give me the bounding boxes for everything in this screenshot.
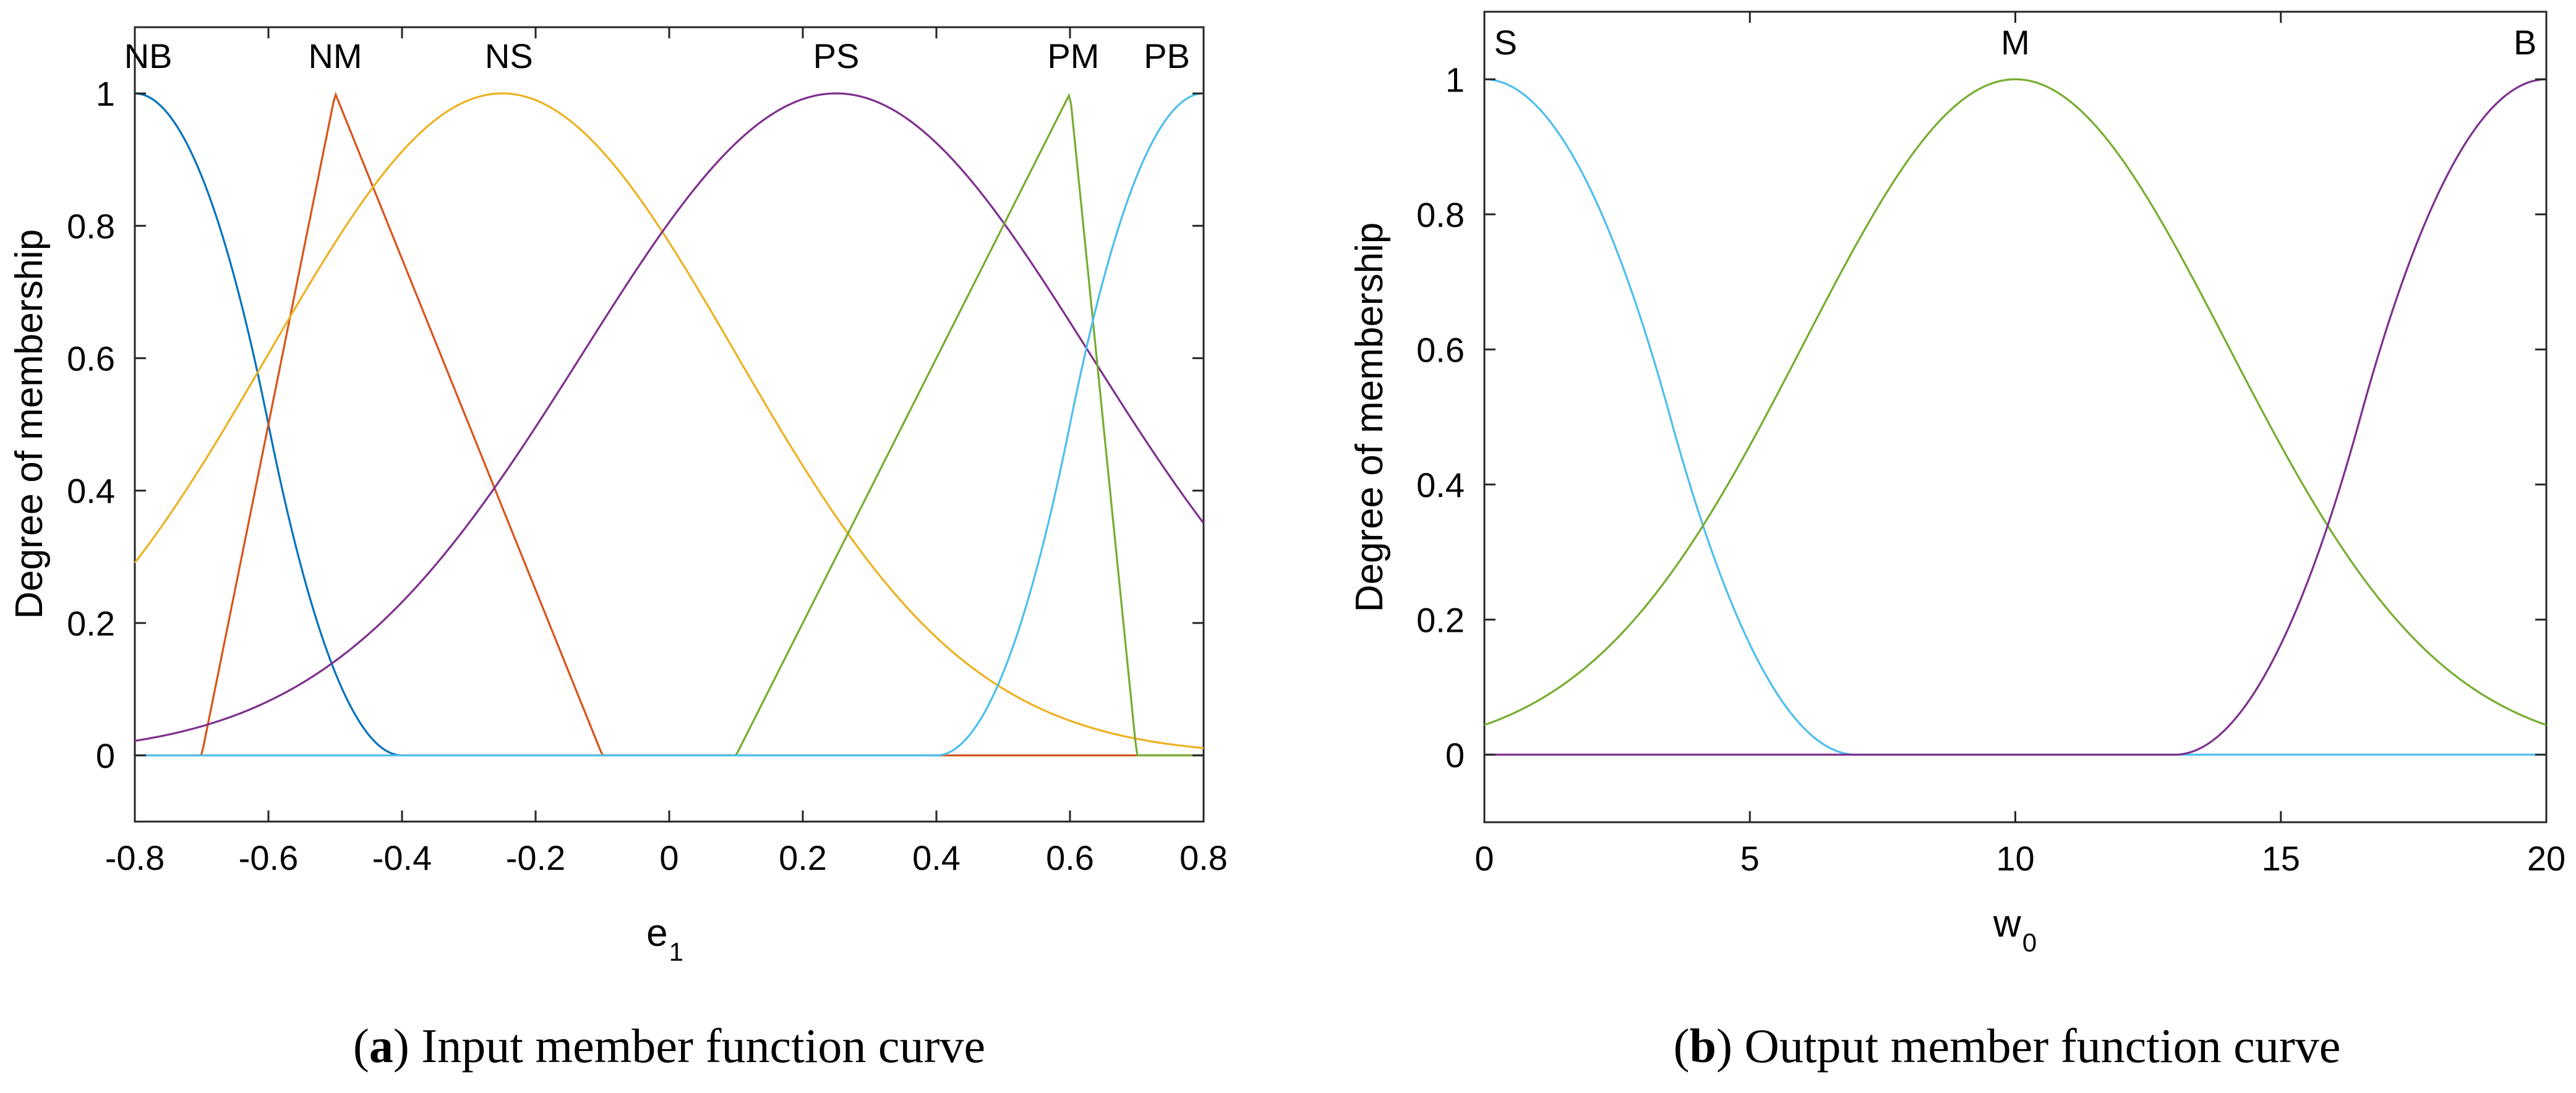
- y-tick-label: 0.2: [1416, 600, 1465, 639]
- x-tick-label: -0.6: [239, 838, 299, 877]
- x-tick-label: 0.4: [912, 838, 961, 877]
- mf-label-b: B: [2514, 23, 2536, 62]
- x-tick-label: 0: [1474, 839, 1494, 878]
- x-tick-label: 0.6: [1046, 838, 1094, 877]
- y-tick-label: 0: [96, 736, 115, 775]
- mf-label-ns: NS: [485, 36, 533, 75]
- x-tick-label: 0.8: [1179, 838, 1228, 877]
- y-tick-label: 0: [1445, 736, 1465, 775]
- x-tick-label: 20: [2527, 839, 2565, 878]
- caption-a: (a) Input member function curve: [353, 1019, 985, 1073]
- x-tick-label: -0.8: [105, 838, 165, 877]
- x-tick-label: -0.4: [372, 838, 432, 877]
- mf-label-m: M: [2001, 23, 2030, 62]
- y-tick-label: 0.6: [67, 339, 115, 378]
- series-line-pb: [135, 92, 1204, 757]
- x-tick-label: 15: [2262, 839, 2300, 878]
- xlabel-a: e1: [646, 912, 683, 966]
- ylabel-a: Degree of membership: [8, 229, 51, 619]
- y-tick-label: 0.8: [1416, 195, 1465, 234]
- y-tick-label: 0.4: [1416, 466, 1465, 504]
- x-tick-label: 5: [1740, 839, 1760, 878]
- series-line-b: [1484, 78, 2547, 756]
- y-tick-label: 0.2: [67, 604, 115, 643]
- mf-label-nb: NB: [124, 36, 173, 75]
- xlabel-b: w0: [1993, 903, 2037, 957]
- caption-b: (b) Output member function curve: [1674, 1019, 2341, 1073]
- y-tick-label: 0.8: [67, 206, 115, 245]
- plot-frame-b: [1483, 11, 2548, 823]
- mf-label-pb: PB: [1144, 36, 1190, 75]
- ylabel-b: Degree of membership: [1348, 223, 1391, 613]
- y-tick-label: 1: [1445, 60, 1465, 99]
- plot-frame-a: [134, 26, 1205, 823]
- x-tick-label: 10: [1996, 839, 2034, 878]
- series-line-ps: [134, 92, 1205, 742]
- y-tick-label: 0.4: [67, 472, 115, 511]
- series-line-ns: [134, 92, 1204, 749]
- mf-label-nm: NM: [308, 36, 362, 75]
- chart-panel-b: 0 5 10 15 20 0 0.2 0.4 0.6 0.8 1 S M B Degree of mem…: [1348, 11, 2565, 1073]
- y-tick-label: 1: [96, 74, 115, 113]
- x-tick-label: 0.2: [779, 838, 827, 877]
- y-tick-label: 0.6: [1416, 330, 1465, 369]
- series-line-m: [1484, 78, 2547, 726]
- mf-label-ps: PS: [813, 36, 860, 75]
- x-tick-label: 0: [659, 838, 678, 877]
- x-tick-label: -0.2: [506, 838, 566, 877]
- mf-label-s: S: [1494, 23, 1517, 62]
- mf-label-pm: PM: [1047, 36, 1099, 75]
- chart-panel-a: -0.8 -0.6 -0.4 -0.2 0 0.2 0.4 0.6 0.8 0 0.2 0.4 0.6 0…: [8, 26, 1228, 1073]
